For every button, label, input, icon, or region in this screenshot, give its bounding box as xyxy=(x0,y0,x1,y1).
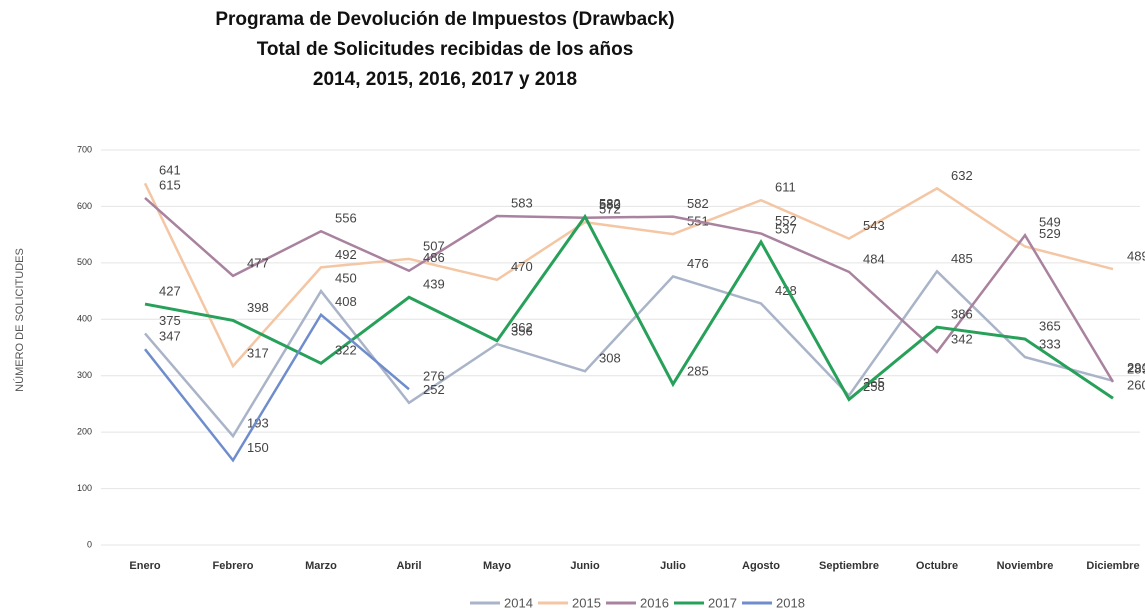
chart-title: Programa de Devolución de Impuestos (Dra… xyxy=(215,9,674,30)
data-label: 450 xyxy=(335,271,357,286)
x-tick-label: Junio xyxy=(570,560,600,572)
data-label: 265 xyxy=(863,375,885,390)
data-label: 507 xyxy=(423,238,445,253)
x-tick-label: Enero xyxy=(129,560,160,572)
data-label: 150 xyxy=(247,440,269,455)
data-label: 276 xyxy=(423,369,445,384)
data-label: 477 xyxy=(247,255,269,270)
x-tick-label: Febrero xyxy=(213,560,254,572)
data-label: 260 xyxy=(1127,378,1145,393)
x-tick-label: Octubre xyxy=(916,560,958,572)
data-label: 252 xyxy=(423,382,445,397)
series-line xyxy=(144,269,1114,439)
data-label: 333 xyxy=(1039,337,1061,352)
legend-label: 2018 xyxy=(776,595,805,610)
data-label: 580 xyxy=(599,197,621,212)
data-label: 258 xyxy=(863,379,885,394)
chart-title: 2014, 2015, 2016, 2017 y 2018 xyxy=(313,69,577,90)
x-tick-label: Noviembre xyxy=(997,560,1054,572)
data-label: 552 xyxy=(775,213,797,228)
data-label: 362 xyxy=(511,320,533,335)
x-tick-label: Marzo xyxy=(305,560,337,572)
data-label: 476 xyxy=(687,256,709,271)
y-tick-label: 400 xyxy=(77,314,92,324)
data-label: 342 xyxy=(951,331,973,346)
y-tick-label: 300 xyxy=(77,370,92,380)
y-tick-label: 100 xyxy=(77,483,92,493)
data-label: 308 xyxy=(599,351,621,366)
y-tick-label: 0 xyxy=(87,539,92,549)
legend-label: 2017 xyxy=(708,595,737,610)
data-label: 347 xyxy=(159,329,181,344)
data-label: 398 xyxy=(247,300,269,315)
data-label: 582 xyxy=(687,196,709,211)
data-label: 611 xyxy=(775,180,796,195)
data-label: 356 xyxy=(511,324,533,339)
y-tick-label: 600 xyxy=(77,201,92,211)
data-label: 489 xyxy=(1127,249,1145,264)
data-label: 537 xyxy=(775,221,797,236)
data-label: 375 xyxy=(159,313,181,328)
y-tick-label: 500 xyxy=(77,257,92,267)
data-label: 549 xyxy=(1039,215,1061,230)
data-label: 556 xyxy=(335,211,357,226)
series-line xyxy=(144,312,410,463)
data-label: 439 xyxy=(423,277,445,292)
chart-title: Total de Solicitudes recibidas de los añ… xyxy=(257,39,634,60)
x-tick-label: Mayo xyxy=(483,560,511,572)
data-label: 485 xyxy=(951,251,973,266)
data-label: 408 xyxy=(335,294,357,309)
data-label: 615 xyxy=(159,177,181,192)
y-tick-label: 200 xyxy=(77,427,92,437)
data-label: 632 xyxy=(951,168,973,183)
x-tick-label: Agosto xyxy=(742,560,780,572)
data-label: 543 xyxy=(863,218,885,233)
data-label: 641 xyxy=(159,163,181,178)
data-label: 582 xyxy=(599,196,621,211)
y-tick-label: 700 xyxy=(77,144,92,154)
legend-label: 2016 xyxy=(640,595,669,610)
data-label: 470 xyxy=(511,259,533,274)
data-label: 572 xyxy=(599,202,621,217)
data-label: 285 xyxy=(687,364,709,379)
legend-label: 2015 xyxy=(572,595,601,610)
x-tick-label: Septiembre xyxy=(819,560,879,572)
data-label: 492 xyxy=(335,247,357,262)
data-label: 291 xyxy=(1127,360,1145,375)
data-label: 484 xyxy=(863,251,885,266)
data-label: 322 xyxy=(335,343,357,358)
x-tick-label: Julio xyxy=(660,560,686,572)
data-label: 529 xyxy=(1039,226,1061,241)
data-label: 427 xyxy=(159,283,181,298)
x-tick-label: Abril xyxy=(396,560,421,572)
legend-label: 2014 xyxy=(504,595,533,610)
series-line xyxy=(144,197,1115,383)
y-axis-label: NÚMERO DE SOLICITUDES xyxy=(13,248,26,392)
data-label: 486 xyxy=(423,250,445,265)
data-label: 289 xyxy=(1127,361,1145,376)
data-label: 365 xyxy=(1039,318,1061,333)
series-line xyxy=(144,213,1114,402)
data-label: 386 xyxy=(951,307,973,322)
series-line xyxy=(143,182,1114,369)
data-label: 317 xyxy=(247,346,269,361)
data-label: 583 xyxy=(511,195,533,210)
x-tick-label: Diciembre xyxy=(1086,560,1139,572)
